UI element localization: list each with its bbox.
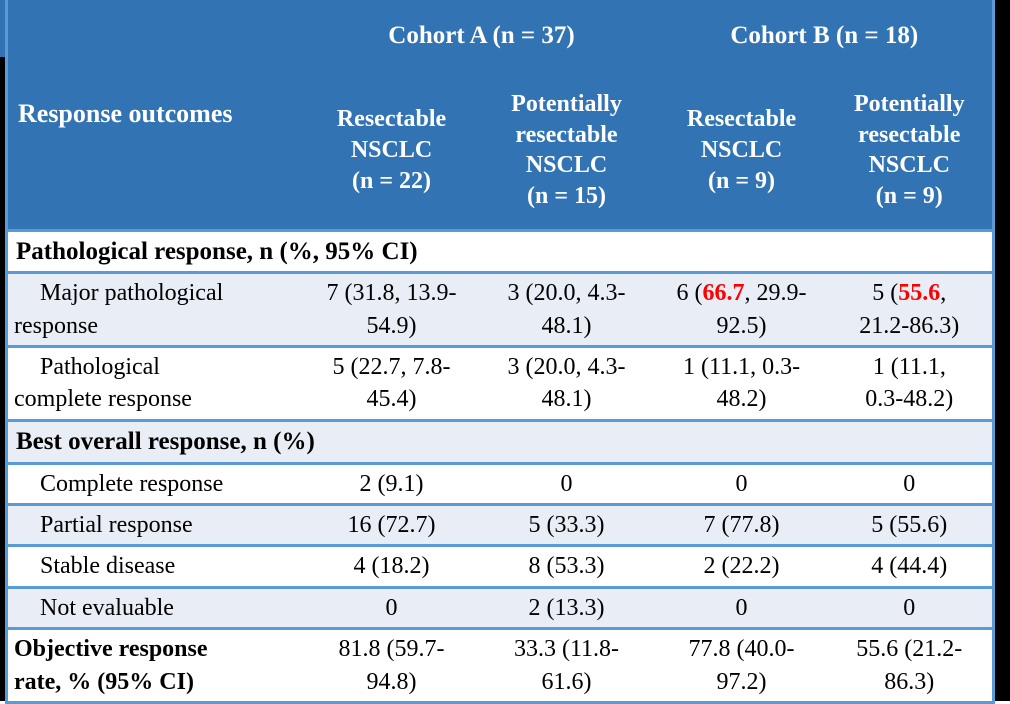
column-header-potentially-resectable-b: Potentially resectable NSCLC (n = 9) (826, 72, 994, 230)
row-label: Stable disease (40, 553, 176, 580)
value-cell: 6 (66.7, 29.9- 92.5) (676, 280, 807, 339)
value-cell: 0 (903, 470, 916, 497)
column-header-resectable-a: Resectable NSCLC (n = 22) (306, 72, 477, 230)
value-cell: 0 (903, 594, 916, 621)
table-header: Response outcomes Cohort A (n = 37) Coho… (6, 0, 994, 230)
value-cell: 2 (9.1) (359, 470, 424, 497)
row-label: Complete response (40, 470, 224, 497)
row-label: Objective response rate, % (95% CI) (14, 636, 208, 695)
value-cell: 0 (560, 470, 573, 497)
value-cell: 5 (33.3) (528, 511, 605, 538)
table-row: Complete response 2 (9.1) 0 0 0 (6, 463, 994, 505)
section-row-label: Best overall response, n (%) (16, 427, 315, 455)
cohort-a-header: Cohort A (n = 37) (306, 0, 657, 72)
value-cell: 7 (77.8) (703, 511, 780, 538)
value-cell: 2 (13.3) (528, 594, 605, 621)
value-cell: 1 (11.1, 0.3-48.2) (865, 354, 954, 413)
value-cell: 7 (31.8, 13.9- 54.9) (326, 280, 457, 339)
table-row: Partial response 16 (72.7) 5 (33.3) 7 (77.8… (6, 504, 994, 546)
value-cell: 3 (20.0, 4.3- 48.1) (507, 280, 626, 339)
section-row-label: Pathological response, n (%, 95% CI) (16, 237, 418, 265)
value-cell: 5 (55.6) (871, 511, 948, 538)
value-cell: 4 (44.4) (871, 553, 948, 580)
section-row: Best overall response, n (%) (6, 420, 994, 464)
value-cell: 5 (55.6, 21.2-86.3) (859, 280, 960, 339)
response-outcomes-table: Response outcomes Cohort A (n = 37) Coho… (5, 0, 996, 704)
table-body: Pathological response, n (%, 95% CI) Majo… (6, 230, 994, 703)
value-cell: 0 (735, 470, 748, 497)
table-row: Stable disease 4 (18.2) 8 (53.3) 2 (22.2) 4 … (6, 545, 994, 588)
highlighted-value: 66.7 (702, 280, 745, 307)
row-label: Major pathological response (14, 280, 224, 339)
table-row: Major pathological response 7 (31.8, 13.9… (6, 272, 994, 347)
response-outcomes-header: Response outcomes (6, 0, 307, 230)
value-cell: 8 (53.3) (528, 553, 605, 580)
value-cell: 33.3 (11.8- 61.6) (513, 636, 620, 695)
highlighted-value: 55.6 (898, 280, 941, 307)
column-header-potentially-resectable-a: Potentially resectable NSCLC (n = 15) (476, 72, 657, 230)
value-cell: 0 (385, 594, 398, 621)
value-cell: 0 (735, 594, 748, 621)
table-row: Pathological complete response 5 (22.7, 7… (6, 346, 994, 421)
value-cell: 5 (22.7, 7.8- 45.4) (332, 354, 451, 413)
row-label: Partial response (40, 511, 193, 538)
table-row: Objective response rate, % (95% CI) 81.8 … (6, 628, 994, 703)
value-cell: 4 (18.2) (353, 553, 430, 580)
value-cell: 55.6 (21.2- 86.3) (856, 636, 963, 695)
value-cell: 1 (11.1, 0.3- 48.2) (682, 354, 801, 413)
row-label: Pathological complete response (14, 354, 192, 413)
column-header-row: Resectable NSCLC (n = 22) Potentially re… (7, 72, 994, 230)
value-cell: 77.8 (40.0- 97.2) (688, 636, 795, 695)
section-row: Pathological response, n (%, 95% CI) (6, 230, 994, 273)
column-header-resectable-b: Resectable NSCLC (n = 9) (656, 72, 827, 230)
value-cell: 81.8 (59.7- 94.8) (338, 636, 445, 695)
value-cell: 16 (72.7) (347, 511, 436, 538)
value-cell: 3 (20.0, 4.3- 48.1) (507, 354, 626, 413)
table-row: Not evaluable 0 2 (13.3) 0 0 (6, 587, 994, 629)
cohort-header-row: Response outcomes Cohort A (n = 37) Coho… (6, 0, 994, 230)
header-edge-patch (0, 0, 5, 57)
value-cell: 2 (22.2) (703, 553, 780, 580)
row-label: Not evaluable (40, 594, 174, 621)
cohort-b-header: Cohort B (n = 18) (656, 0, 994, 72)
